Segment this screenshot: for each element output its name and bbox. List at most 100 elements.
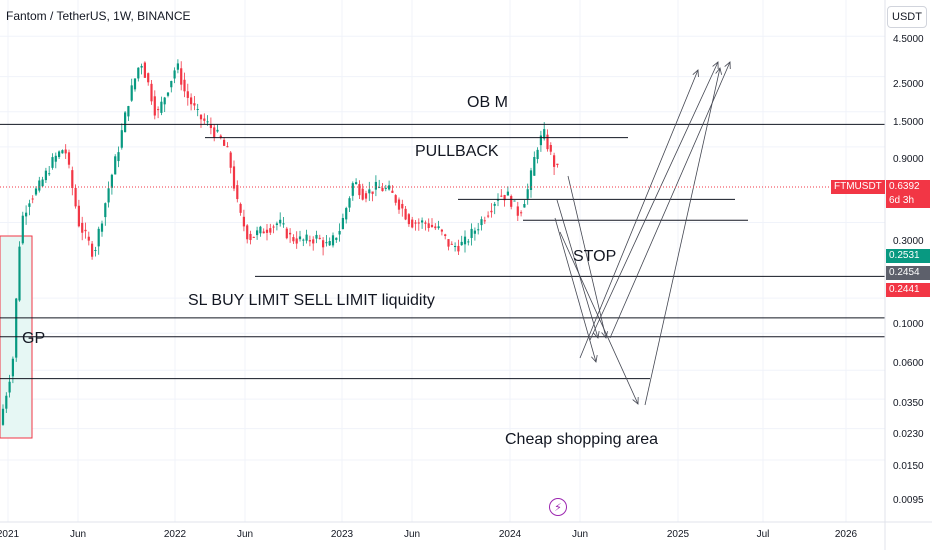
candle-body bbox=[8, 381, 11, 393]
candle-body bbox=[279, 219, 282, 224]
candle-body bbox=[298, 236, 302, 240]
candle-body bbox=[430, 224, 434, 227]
candle-body bbox=[219, 135, 222, 138]
candle-body bbox=[371, 191, 374, 194]
candle-body bbox=[71, 170, 74, 188]
candle-body bbox=[549, 145, 552, 152]
candle-body bbox=[506, 191, 509, 196]
x-tick-label: 2025 bbox=[666, 529, 690, 540]
y-tick-label: 0.0350 bbox=[893, 398, 924, 409]
candle-body bbox=[345, 208, 348, 220]
candle-body bbox=[533, 157, 536, 176]
candle-body bbox=[117, 152, 120, 162]
candle-body bbox=[140, 65, 143, 68]
candle-body bbox=[487, 215, 490, 217]
candle-body bbox=[176, 63, 179, 70]
projection-arrow-line bbox=[556, 199, 599, 339]
candle-body bbox=[64, 149, 67, 154]
y-tick-label: 0.1000 bbox=[893, 319, 924, 330]
candle-body bbox=[137, 67, 140, 79]
candle-body bbox=[262, 231, 265, 234]
candle-body bbox=[526, 189, 529, 199]
projection-arrow-head bbox=[724, 61, 731, 70]
candle-body bbox=[21, 215, 24, 244]
candle-body bbox=[457, 245, 460, 252]
candle-body bbox=[272, 226, 275, 228]
candle-body bbox=[54, 155, 57, 162]
x-tick-label: 2026 bbox=[834, 529, 858, 540]
candle-body bbox=[147, 73, 150, 83]
candle-body bbox=[173, 70, 176, 79]
annotation-gp: GP bbox=[22, 330, 46, 347]
projection-arrow-line bbox=[644, 67, 721, 406]
candle-body bbox=[41, 179, 44, 187]
candle-body bbox=[58, 151, 61, 158]
candle-body bbox=[239, 203, 242, 213]
candle-body bbox=[388, 185, 391, 190]
candle-body bbox=[196, 108, 199, 110]
candle-body bbox=[186, 91, 189, 98]
currency-button[interactable]: USDT bbox=[887, 6, 927, 28]
countdown-tag: 6d 3h bbox=[886, 194, 930, 208]
candle-body bbox=[473, 230, 476, 234]
candle-body bbox=[483, 220, 486, 222]
projection-arrow-line bbox=[559, 231, 639, 405]
candle-body bbox=[556, 163, 559, 166]
candle-body bbox=[34, 188, 38, 195]
candle-body bbox=[166, 92, 170, 96]
candle-body bbox=[203, 118, 206, 121]
candle-body bbox=[74, 187, 77, 207]
candle-body bbox=[536, 149, 539, 160]
candle-body bbox=[328, 241, 331, 246]
y-tick-label: 1.5000 bbox=[893, 117, 924, 128]
candle-body bbox=[289, 232, 292, 235]
candle-body bbox=[100, 223, 104, 232]
y-tick-label: 0.0600 bbox=[893, 358, 924, 369]
candle-body bbox=[335, 237, 338, 240]
candle-body bbox=[315, 234, 318, 239]
candle-body bbox=[157, 109, 160, 111]
candle-body bbox=[331, 235, 335, 246]
candle-body bbox=[427, 223, 430, 229]
candle-body bbox=[91, 243, 94, 257]
candle-body bbox=[160, 101, 163, 113]
candle-body bbox=[361, 188, 364, 200]
candle-body bbox=[1, 408, 5, 425]
candle-body bbox=[193, 103, 196, 106]
projection-arrow-head bbox=[692, 69, 699, 78]
candle-body bbox=[28, 203, 31, 207]
candle-body bbox=[180, 68, 183, 85]
candle-body bbox=[305, 234, 308, 241]
candle-body bbox=[170, 80, 173, 88]
candle-body bbox=[523, 203, 526, 208]
candle-body bbox=[265, 229, 269, 233]
candle-body bbox=[384, 187, 387, 189]
candle-body bbox=[48, 173, 51, 175]
candle-body bbox=[246, 225, 249, 240]
candle-body bbox=[470, 228, 473, 238]
candle-body bbox=[440, 229, 443, 232]
candle-body bbox=[120, 130, 123, 148]
candle-body bbox=[285, 228, 288, 239]
candle-body bbox=[417, 222, 420, 224]
projection-arrow-line bbox=[589, 61, 719, 341]
candle-body bbox=[269, 228, 272, 233]
annotation-stop: STOP bbox=[573, 248, 617, 265]
candle-body bbox=[510, 196, 513, 207]
lightning-icon[interactable]: ⚡ bbox=[549, 498, 567, 516]
symbol-price-tag: FTMUSDT bbox=[831, 180, 885, 194]
candle-body bbox=[463, 236, 467, 245]
candle-body bbox=[130, 85, 133, 101]
candle-body bbox=[275, 223, 278, 225]
annotation-cheap-area: Cheap shopping area bbox=[505, 431, 659, 448]
y-tick-label: 0.0230 bbox=[893, 429, 924, 440]
y-tick-label: 2.5000 bbox=[893, 79, 924, 90]
candle-body bbox=[282, 223, 285, 225]
candle-body bbox=[493, 203, 496, 206]
level-tag-c: 0.2441 bbox=[886, 283, 930, 297]
candle-body bbox=[236, 185, 239, 200]
candle-body bbox=[150, 83, 153, 102]
candle-body bbox=[226, 146, 229, 148]
candle-body bbox=[322, 240, 325, 248]
